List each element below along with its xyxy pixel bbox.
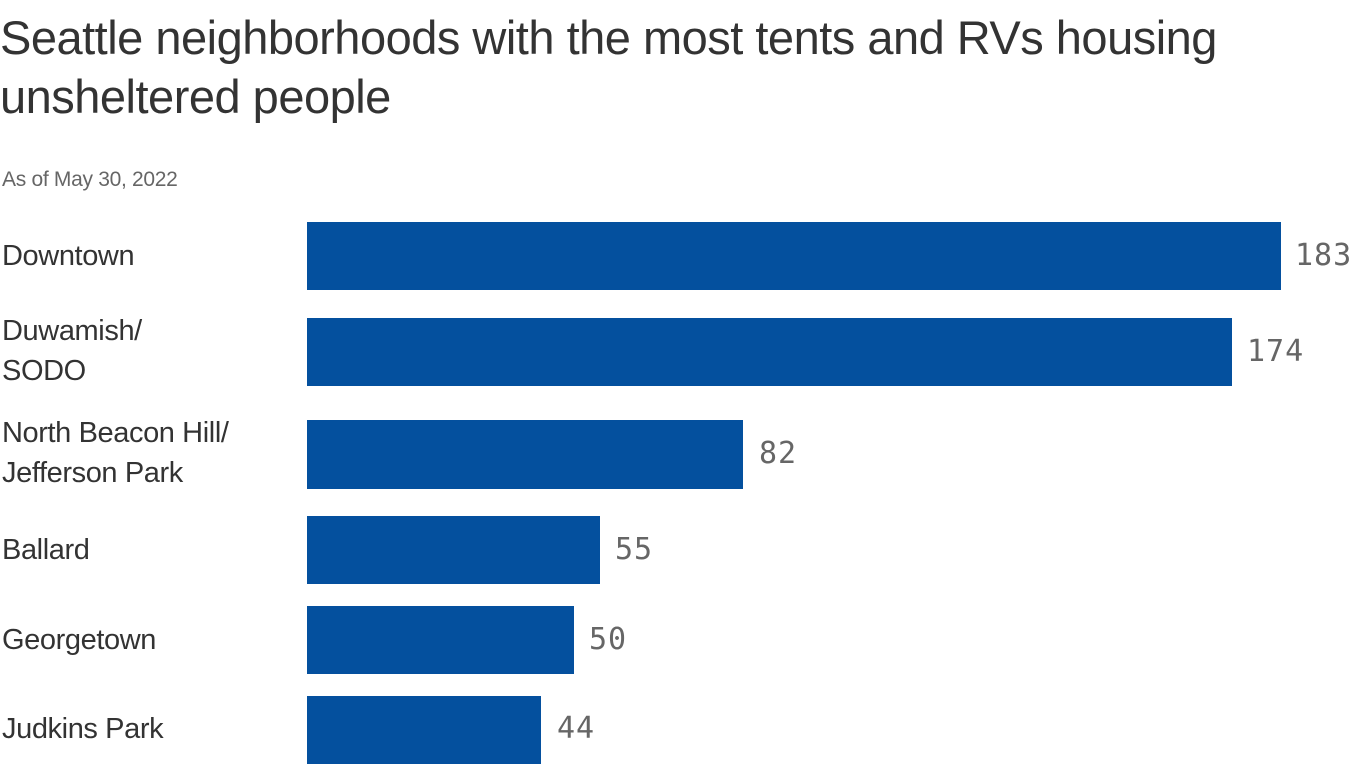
bar-label: Duwamish/SODO bbox=[2, 315, 142, 387]
bar-value: 55 bbox=[615, 532, 654, 567]
bar-value: 50 bbox=[589, 622, 628, 657]
bar bbox=[307, 420, 743, 489]
bar bbox=[307, 222, 1281, 290]
bar-label: Judkins Park bbox=[2, 713, 164, 745]
bar-value: 82 bbox=[759, 436, 798, 471]
bar-label: Ballard bbox=[2, 534, 90, 566]
bar-value: 174 bbox=[1247, 334, 1305, 369]
bar bbox=[307, 318, 1232, 386]
chart-subtitle: As of May 30, 2022 bbox=[2, 168, 178, 191]
bar-value: 44 bbox=[557, 711, 596, 746]
bar bbox=[307, 606, 574, 674]
chart-title: Seattle neighborhoods with the most tent… bbox=[0, 11, 1217, 123]
bar-label: North Beacon Hill/Jefferson Park bbox=[2, 417, 229, 489]
bar-value: 183 bbox=[1295, 238, 1353, 273]
bar bbox=[307, 516, 600, 584]
bar bbox=[307, 696, 541, 764]
bar-label: Downtown bbox=[2, 240, 135, 272]
bar-label: Georgetown bbox=[2, 624, 156, 656]
